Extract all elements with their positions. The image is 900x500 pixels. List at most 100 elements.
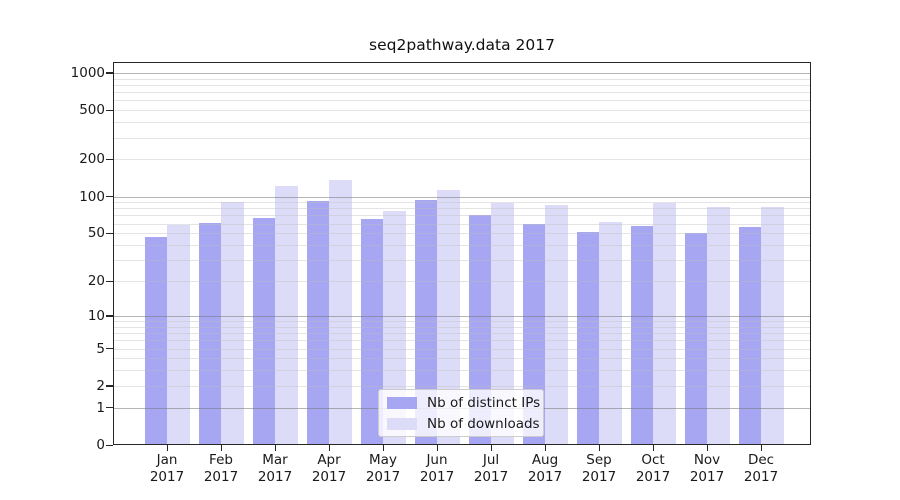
gridline-8 <box>113 326 811 328</box>
bar-jun-ips <box>414 200 437 445</box>
bar-oct-downloads <box>653 202 676 445</box>
gridline-800 <box>113 84 811 86</box>
bar-feb-downloads <box>221 201 244 445</box>
gridline-700 <box>113 92 811 94</box>
bar-jul-downloads <box>491 203 514 445</box>
x-tick-mark-jan <box>166 445 168 451</box>
y-tick-label-5: 5 <box>96 340 105 357</box>
gridline-6 <box>113 340 811 342</box>
legend-swatch-downloads <box>387 417 417 430</box>
gridline-3 <box>113 370 811 372</box>
legend: Nb of distinct IPs Nb of downloads <box>378 389 544 437</box>
x-tick-mark-jul <box>490 445 492 451</box>
bar-sep-downloads <box>599 221 622 445</box>
y-tick-label-1000: 1000 <box>70 64 105 81</box>
x-tick-mark-aug <box>544 445 546 451</box>
y-tick-label-100: 100 <box>79 188 105 205</box>
gridline-200 <box>113 159 811 161</box>
gridline-50 <box>113 233 811 235</box>
x-tick-label-dec: Dec 2017 <box>743 452 779 485</box>
y-tick-mark-1000 <box>106 72 113 74</box>
bar-nov-downloads <box>707 207 730 445</box>
x-tick-label-nov: Nov 2017 <box>689 452 725 485</box>
bar-apr-downloads <box>329 180 352 445</box>
gridline-400 <box>113 122 811 124</box>
y-tick-mark-2 <box>106 385 113 387</box>
y-tick-label-0: 0 <box>96 437 105 453</box>
x-tick-label-feb: Feb 2017 <box>203 452 239 485</box>
y-tick-label-500: 500 <box>79 102 105 119</box>
x-tick-mark-sep <box>598 445 600 451</box>
y-tick-mark-1 <box>106 407 113 409</box>
gridline-80 <box>113 208 811 210</box>
y-tick-label-1: 1 <box>96 399 105 416</box>
bar-jan-ips <box>144 236 167 445</box>
bar-mar-ips <box>252 217 275 445</box>
x-tick-label-sep: Sep 2017 <box>581 452 617 485</box>
x-tick-label-mar: Mar 2017 <box>257 452 293 485</box>
x-tick-mark-mar <box>274 445 276 451</box>
gridline-4 <box>113 358 811 360</box>
y-tick-mark-10 <box>106 315 113 317</box>
x-tick-label-jun: Jun 2017 <box>419 452 455 485</box>
gridline-70 <box>113 215 811 217</box>
x-tick-mark-jun <box>436 445 438 451</box>
gridline-5 <box>113 348 811 350</box>
y-tick-label-50: 50 <box>87 225 105 242</box>
x-tick-mark-may <box>382 445 384 451</box>
x-tick-label-may: May 2017 <box>365 452 401 485</box>
y-tick-mark-200 <box>106 158 113 161</box>
gridline-10 <box>113 315 811 317</box>
gridline-1000 <box>113 72 811 74</box>
bar-dec-ips <box>738 227 761 445</box>
legend-item-ips: Nb of distinct IPs <box>379 392 543 413</box>
bar-feb-ips <box>198 222 221 445</box>
y-tick-mark-0 <box>106 444 113 446</box>
gridline-300 <box>113 137 811 139</box>
gridline-40 <box>113 245 811 246</box>
bar-may-downloads <box>383 211 406 445</box>
x-tick-mark-apr <box>328 445 330 451</box>
bar-jan-downloads <box>167 225 190 445</box>
legend-item-downloads: Nb of downloads <box>379 413 543 434</box>
x-tick-label-apr: Apr 2017 <box>311 452 347 485</box>
legend-label: Nb of distinct IPs <box>427 394 541 411</box>
bar-mar-downloads <box>275 185 298 445</box>
bar-sep-ips <box>576 232 599 445</box>
gridline-9 <box>113 321 811 322</box>
gridline-900 <box>113 78 811 80</box>
y-tick-label-20: 20 <box>87 273 105 289</box>
x-tick-label-jul: Jul 2017 <box>473 452 509 485</box>
y-tick-mark-5 <box>106 348 113 350</box>
x-tick-label-aug: Aug 2017 <box>527 452 563 485</box>
gridline-2 <box>113 385 811 387</box>
bar-jun-downloads <box>437 189 460 445</box>
y-tick-label-10: 10 <box>87 307 105 324</box>
x-tick-label-oct: Oct 2017 <box>635 452 671 485</box>
y-tick-label-2: 2 <box>96 377 105 394</box>
gridline-500 <box>113 110 811 112</box>
bar-nov-ips <box>684 233 707 445</box>
legend-swatch-ips <box>387 396 417 409</box>
bar-dec-downloads <box>761 207 784 445</box>
bar-jul-ips <box>468 214 491 445</box>
x-tick-label-jan: Jan 2017 <box>149 452 185 485</box>
x-tick-mark-feb <box>220 445 222 451</box>
bar-oct-ips <box>630 226 653 445</box>
gridline-90 <box>113 202 811 204</box>
y-tick-mark-500 <box>106 109 113 111</box>
gridline-60 <box>113 223 811 225</box>
bar-may-ips <box>360 218 383 445</box>
y-tick-label-200: 200 <box>79 151 105 168</box>
gridline-20 <box>113 281 811 282</box>
bar-aug-downloads <box>545 204 568 445</box>
chart-title: seq2pathway.data 2017 <box>369 36 555 54</box>
x-tick-mark-dec <box>760 445 762 451</box>
y-tick-mark-100 <box>106 196 113 198</box>
legend-label: Nb of downloads <box>427 415 540 432</box>
gridline-7 <box>113 333 811 334</box>
gridline-600 <box>113 100 811 102</box>
bar-apr-ips <box>306 200 329 445</box>
gridline-30 <box>113 260 811 262</box>
